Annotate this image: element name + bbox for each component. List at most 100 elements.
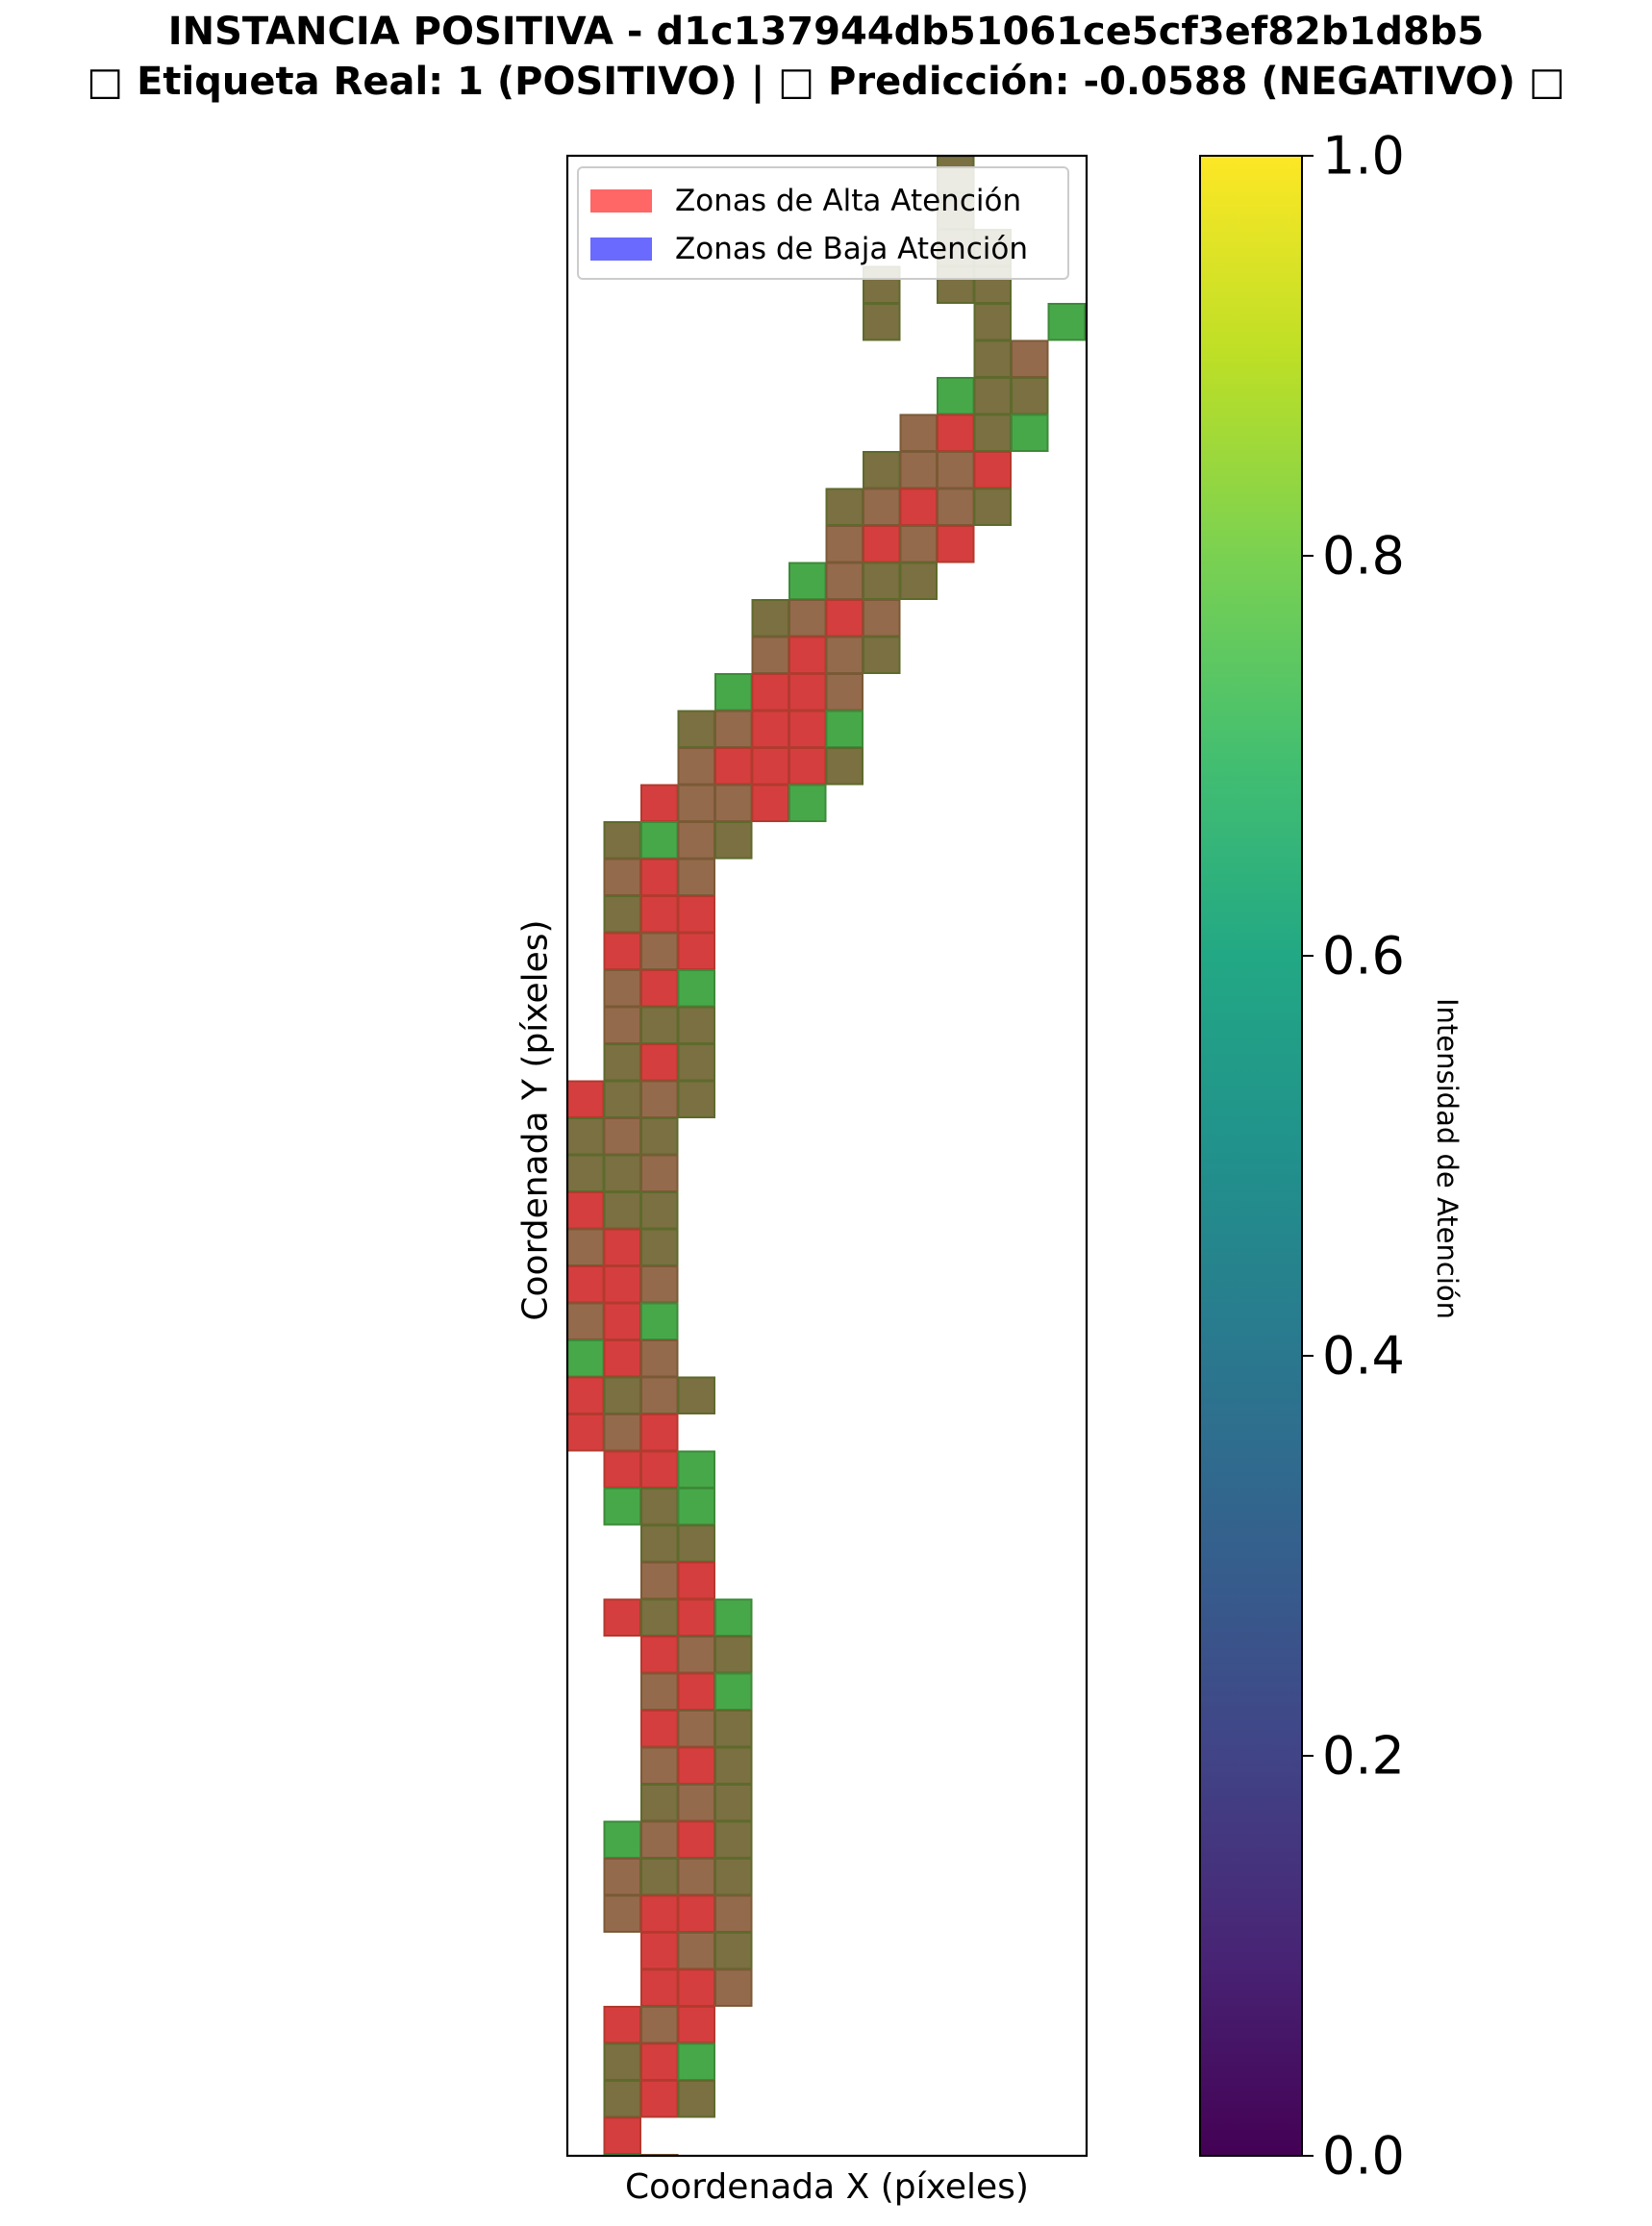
attention-tile [899, 451, 938, 489]
colorbar-tick-label: 0.2 [1322, 1725, 1405, 1787]
attention-tile [640, 1562, 679, 1600]
attention-tile [640, 1524, 679, 1563]
attention-tile [640, 1968, 679, 2007]
attention-tile [603, 858, 641, 896]
attention-tile [603, 969, 641, 1008]
attention-tile [863, 451, 901, 489]
attention-tile [640, 1636, 679, 1674]
attention-tile [788, 784, 827, 822]
attention-tile [677, 784, 715, 822]
attention-tile [567, 1265, 605, 1304]
attention-tile [567, 1302, 605, 1340]
attention-tile [677, 1858, 715, 1896]
attention-tile [567, 1339, 605, 1378]
attention-tile [973, 413, 1012, 452]
attention-tile [603, 2006, 641, 2044]
attention-tile [603, 1820, 641, 1859]
attention-tile [937, 525, 975, 563]
attention-tile [788, 599, 827, 638]
attention-tile [677, 969, 715, 1008]
attention-tile [825, 673, 864, 712]
chart-title: INSTANCIA POSITIVA - d1c137944db51061ce5… [167, 10, 1485, 54]
attention-tile [714, 821, 753, 860]
attention-tile [751, 673, 789, 712]
colorbar-tick-label: 0.8 [1322, 525, 1405, 587]
attention-tile [640, 1710, 679, 1748]
attention-tile [714, 1820, 753, 1859]
legend-swatch-baja [590, 238, 652, 261]
attention-tile [714, 710, 753, 748]
colorbar-tick-label: 0.4 [1322, 1325, 1405, 1387]
attention-tile [973, 339, 1012, 378]
colorbar-tick-label: 0.6 [1322, 925, 1405, 987]
attention-tile [1011, 377, 1049, 415]
attention-tile [640, 1672, 679, 1711]
attention-tile [603, 1080, 641, 1118]
attention-tile [640, 1043, 679, 1082]
attention-tile [677, 1598, 715, 1637]
attention-tile [863, 525, 901, 563]
attention-tile [714, 1598, 753, 1637]
attention-tile [899, 413, 938, 452]
attention-tile [677, 858, 715, 896]
attention-tile [677, 1968, 715, 2007]
colorbar-tick-label: 0.0 [1322, 2125, 1405, 2187]
attention-tile [640, 1932, 679, 1970]
attention-tile [1011, 339, 1049, 378]
attention-tile [825, 562, 864, 600]
attention-tile [640, 1820, 679, 1859]
x-axis-label: Coordenada X (píxeles) [625, 2167, 1029, 2207]
attention-tile [677, 710, 715, 748]
attention-tile [640, 858, 679, 896]
legend-item-baja: Zonas de Baja Atención [590, 230, 1028, 268]
attention-tile [751, 636, 789, 674]
attention-tile [603, 1117, 641, 1156]
attention-tile [567, 1080, 605, 1118]
attention-tile [677, 932, 715, 970]
attention-tile [640, 821, 679, 860]
attention-tile [751, 599, 789, 638]
legend-label-baja: Zonas de Baja Atención [675, 232, 1028, 266]
attention-tile [1047, 303, 1086, 341]
attention-tile [677, 1746, 715, 1785]
attention-tile [714, 1932, 753, 1970]
attention-tile [603, 1265, 641, 1304]
attention-tile [788, 562, 827, 600]
attention-tile [677, 1820, 715, 1859]
attention-tile [640, 1894, 679, 1933]
attention-tile [677, 895, 715, 934]
attention-tile [677, 1043, 715, 1082]
attention-tile [603, 1598, 641, 1637]
attention-tile [825, 636, 864, 674]
attention-tile [640, 1228, 679, 1266]
attention-tile [937, 488, 975, 526]
attention-tile [677, 1376, 715, 1414]
colorbar-label: Intensidad de Atención [1431, 997, 1464, 1320]
attention-tile [640, 1154, 679, 1192]
legend: Zonas de Alta Atención Zonas de Baja Ate… [577, 166, 1069, 280]
attention-tile [677, 1932, 715, 1970]
legend-label-alta: Zonas de Alta Atención [675, 184, 1022, 218]
attention-tile [714, 673, 753, 712]
attention-tile [788, 636, 827, 674]
attention-tile [603, 1191, 641, 1230]
attention-tile [677, 2006, 715, 2044]
attention-tile [751, 747, 789, 786]
attention-tile [640, 1191, 679, 1230]
attention-tile [603, 1894, 641, 1933]
colorbar-ticks [1302, 155, 1314, 2157]
attention-tile [677, 1636, 715, 1674]
attention-tile [640, 1302, 679, 1340]
attention-tile [640, 1006, 679, 1044]
attention-tile [714, 1672, 753, 1711]
attention-tile [677, 1080, 715, 1118]
attention-tile [714, 784, 753, 822]
colorbar-tick-label: 1.0 [1322, 125, 1405, 187]
attention-tile [751, 710, 789, 748]
attention-tile [640, 2006, 679, 2044]
y-axis-label: Coordenada Y (píxeles) [515, 919, 556, 1321]
attention-tile [603, 1302, 641, 1340]
attention-tile [603, 1043, 641, 1082]
plot-frame [565, 154, 1089, 2158]
attention-tile [640, 784, 679, 822]
